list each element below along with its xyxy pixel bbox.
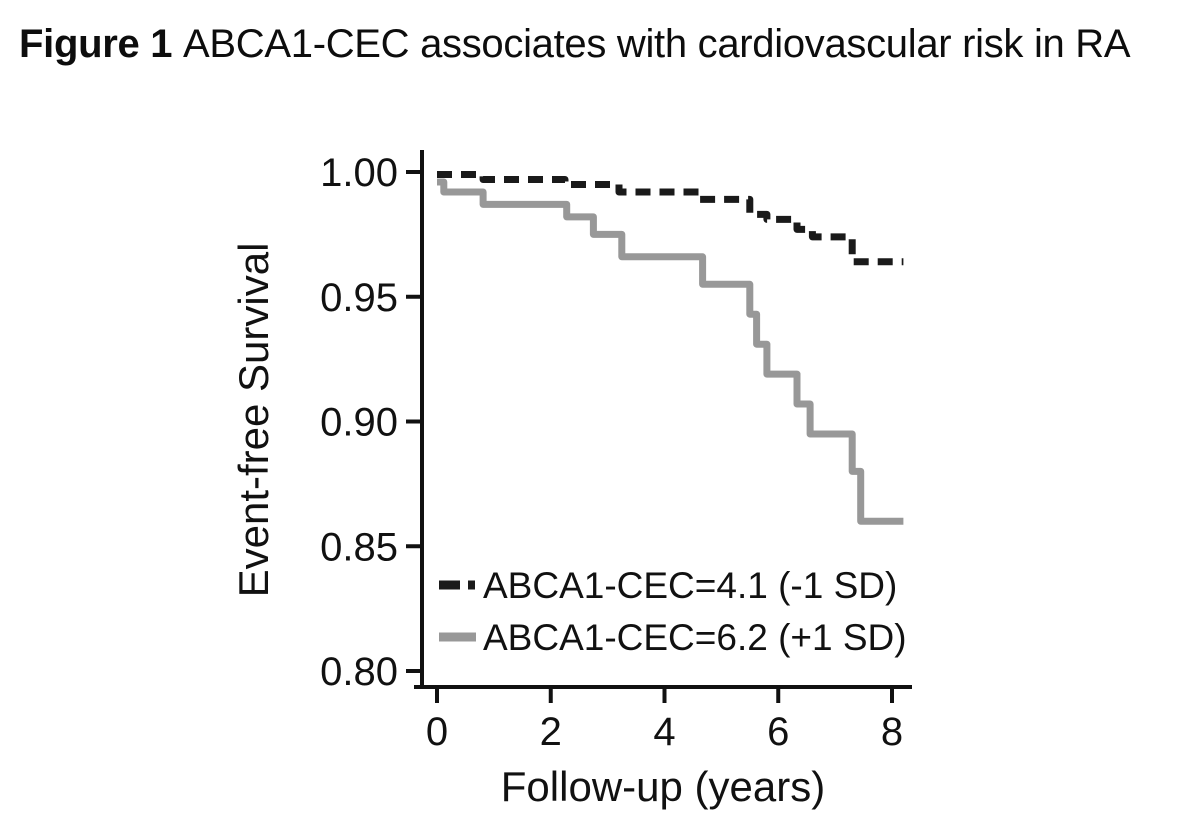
y-axis-label: Event-free Survival	[230, 243, 277, 598]
x-tick-label: 6	[767, 710, 789, 754]
x-axis-label: Follow-up (years)	[501, 763, 825, 810]
y-tick-label: 1.00	[320, 151, 398, 195]
y-tick-label: 0.90	[320, 401, 398, 445]
figure-label: Figure 1	[19, 22, 173, 66]
survival-curve-dashed	[437, 171, 904, 266]
survival-curve-solid	[437, 178, 904, 525]
figure-title-rest: ABCA1-CEC associates with cardiovascular…	[183, 22, 1131, 66]
figure-title: Figure 1 ABCA1-CEC associates with cardi…	[19, 22, 1131, 67]
x-tick-label: 2	[540, 710, 562, 754]
x-tick-label: 4	[653, 710, 675, 754]
y-tick-label: 0.85	[320, 525, 398, 569]
legend-label: ABCA1-CEC=4.1 (-1 SD)	[483, 565, 897, 606]
y-tick-label: 0.95	[320, 276, 398, 320]
x-tick-label: 8	[881, 710, 903, 754]
x-tick-label: 0	[426, 710, 448, 754]
legend-label: ABCA1-CEC=6.2 (+1 SD)	[483, 617, 907, 658]
y-tick-label: 0.80	[320, 650, 398, 694]
